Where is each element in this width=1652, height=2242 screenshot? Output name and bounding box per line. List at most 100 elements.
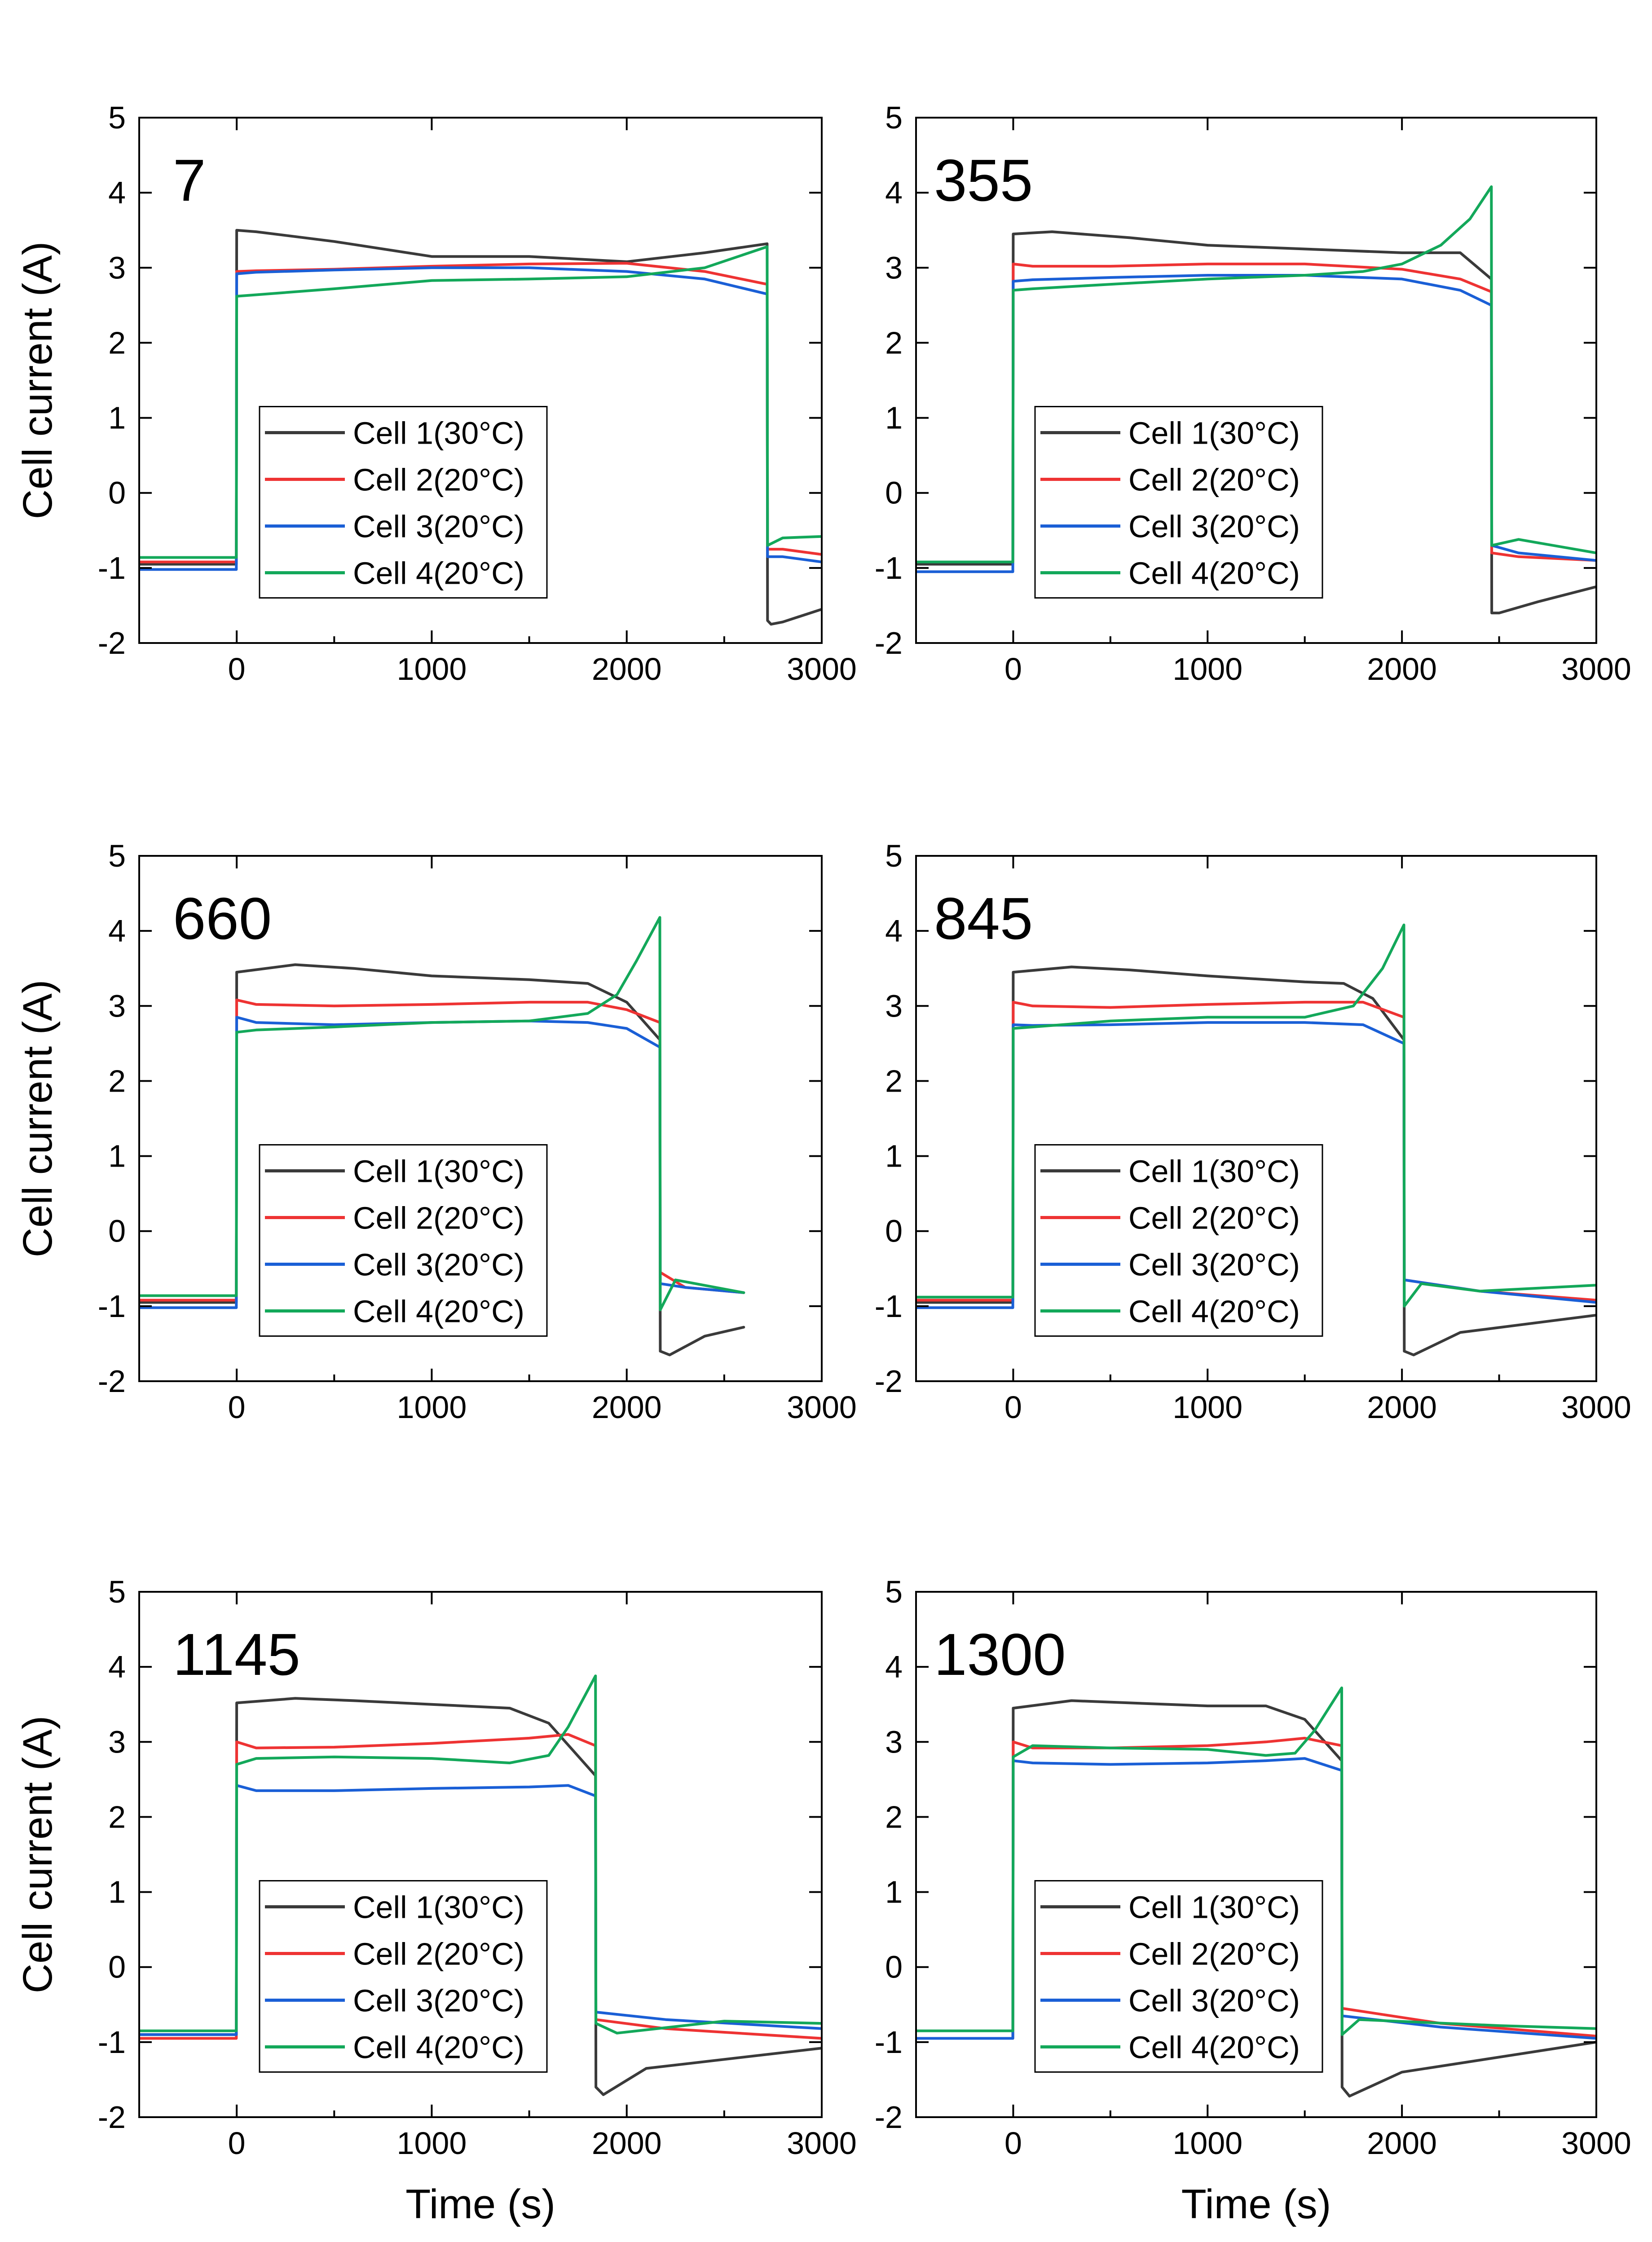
y-tick-label: 0	[108, 476, 126, 511]
y-tick-label: -1	[875, 551, 903, 586]
x-tick-label: 2000	[1367, 1390, 1437, 1425]
legend-label-cell-2: Cell 2(20°C)	[1128, 1201, 1300, 1236]
legend-label-cell-2: Cell 2(20°C)	[353, 462, 524, 498]
x-tick-label: 0	[228, 2126, 246, 2161]
legend-label-cell-1: Cell 1(30°C)	[1128, 416, 1300, 451]
legend-label-cell-2: Cell 2(20°C)	[353, 1937, 524, 1972]
legend-label-cell-3: Cell 3(20°C)	[353, 1247, 524, 1282]
series-line-cell-4	[139, 1674, 822, 2035]
y-tick-label: 5	[885, 100, 903, 135]
panel-label: 845	[934, 885, 1033, 951]
series-line-cell-4	[916, 1686, 1596, 2036]
y-tick-label: -2	[98, 1364, 126, 1399]
y-tick-label: 4	[108, 175, 126, 210]
y-tick-label: 4	[885, 175, 903, 210]
legend-box	[1034, 1144, 1323, 1337]
y-tick-label: -1	[875, 2025, 903, 2060]
y-tick-label: 2	[108, 325, 126, 360]
x-tick-label: 3000	[787, 2126, 857, 2161]
x-tick-label: 0	[1004, 2126, 1022, 2161]
legend-label-cell-4: Cell 4(20°C)	[353, 1294, 524, 1329]
legend-label-cell-4: Cell 4(20°C)	[353, 556, 524, 591]
y-tick-label: 1	[108, 1875, 126, 1910]
x-tick-label: 1000	[1172, 652, 1242, 687]
x-tick-label: 0	[1004, 652, 1022, 687]
x-tick-label: 2000	[1367, 2126, 1437, 2161]
series-group	[916, 1686, 1596, 2098]
y-tick-label: 0	[108, 1950, 126, 1985]
y-tick-label: 4	[885, 913, 903, 948]
legend-label-cell-3: Cell 3(20°C)	[1128, 1247, 1300, 1282]
legend-label-cell-3: Cell 3(20°C)	[353, 509, 524, 544]
series-line-cell-1	[916, 1699, 1596, 2098]
panel-label: 660	[173, 885, 272, 951]
legend-box	[259, 1144, 548, 1337]
y-tick-label: 5	[885, 1574, 903, 1609]
x-tick-label: 3000	[787, 652, 857, 687]
legend-label-cell-3: Cell 3(20°C)	[353, 1983, 524, 2018]
x-tick-label: 1000	[397, 1390, 467, 1425]
y-tick-label: 0	[885, 1950, 903, 1985]
y-tick-label: -1	[98, 551, 126, 586]
series-group	[139, 916, 745, 1357]
plot-frame	[915, 855, 1597, 1382]
y-axis-title: Cell current (A)	[15, 242, 61, 520]
y-tick-label: 2	[885, 1799, 903, 1834]
x-tick-label: 3000	[787, 1390, 857, 1425]
y-axis-title: Cell current (A)	[15, 1716, 61, 1994]
panel-7: 0 1000 2000 3000 -2 -1 0 1 2 3 4 5 7 Cell 1(30°C) Cell…	[15, 100, 857, 687]
legend-label-cell-1: Cell 1(30°C)	[1128, 1890, 1300, 1925]
legend-label-cell-2: Cell 2(20°C)	[1128, 1937, 1300, 1972]
series-line-cell-4	[916, 923, 1596, 1308]
series-line-cell-3	[139, 266, 822, 571]
y-tick-label: 0	[885, 1214, 903, 1249]
y-tick-label: -2	[875, 2100, 903, 2135]
x-tick-label: 1000	[397, 2126, 467, 2161]
y-tick-label: 5	[108, 100, 126, 135]
y-tick-label: 1	[108, 1139, 126, 1174]
x-axis-title: Time (s)	[405, 2181, 555, 2227]
legend-label-cell-2: Cell 2(20°C)	[1128, 462, 1300, 498]
x-tick-label: 0	[228, 652, 246, 687]
x-tick-label: 1000	[397, 652, 467, 687]
x-tick-label: 2000	[1367, 652, 1437, 687]
legend-label-cell-1: Cell 1(30°C)	[1128, 1154, 1300, 1189]
y-tick-label: 0	[108, 1214, 126, 1249]
x-tick-label: 2000	[592, 652, 662, 687]
y-tick-label: 2	[108, 1799, 126, 1834]
legend-label-cell-3: Cell 3(20°C)	[1128, 1983, 1300, 2018]
series-line-cell-2	[916, 262, 1596, 564]
y-tick-label: 3	[108, 250, 126, 285]
legend-label-cell-1: Cell 1(30°C)	[353, 1890, 524, 1925]
y-axis-title: Cell current (A)	[15, 980, 61, 1258]
series-line-cell-4	[139, 245, 822, 559]
legend-label-cell-4: Cell 4(20°C)	[353, 2030, 524, 2065]
legend-label-cell-4: Cell 4(20°C)	[1128, 2030, 1300, 2065]
y-tick-label: 1	[885, 401, 903, 436]
series-group	[916, 923, 1596, 1357]
legend-label-cell-1: Cell 1(30°C)	[353, 416, 524, 451]
panel-1300: 0 1000 2000 3000 -2 -1 0 1 2 3 4 5 1300 Cell 1(30°C) C…	[875, 1574, 1631, 2227]
panel-label: 1300	[934, 1621, 1066, 1687]
legend-box	[1034, 406, 1323, 599]
series-line-cell-4	[916, 185, 1596, 564]
panel-1145: 0 1000 2000 3000 -2 -1 0 1 2 3 4 5 1145 Cell 1(30°C) C…	[15, 1574, 857, 2227]
y-tick-label: 0	[885, 476, 903, 511]
y-tick-label: 1	[885, 1875, 903, 1910]
y-tick-label: 3	[885, 1724, 903, 1759]
plot-frame	[915, 1591, 1597, 2118]
series-group	[139, 229, 822, 626]
y-tick-label: 3	[885, 988, 903, 1023]
panel-660: 0 1000 2000 3000 -2 -1 0 1 2 3 4 5 660 Cell 1(30°C) Ce…	[15, 838, 857, 1425]
y-tick-label: -2	[875, 1364, 903, 1399]
y-tick-label: 2	[108, 1063, 126, 1098]
x-tick-label: 0	[228, 1390, 246, 1425]
y-tick-label: 4	[108, 913, 126, 948]
series-line-cell-4	[139, 916, 745, 1312]
y-tick-label: 1	[885, 1139, 903, 1174]
y-tick-label: 5	[885, 838, 903, 873]
plot-frame	[138, 117, 823, 644]
x-tick-label: 3000	[1561, 2126, 1631, 2161]
x-tick-label: 2000	[592, 1390, 662, 1425]
